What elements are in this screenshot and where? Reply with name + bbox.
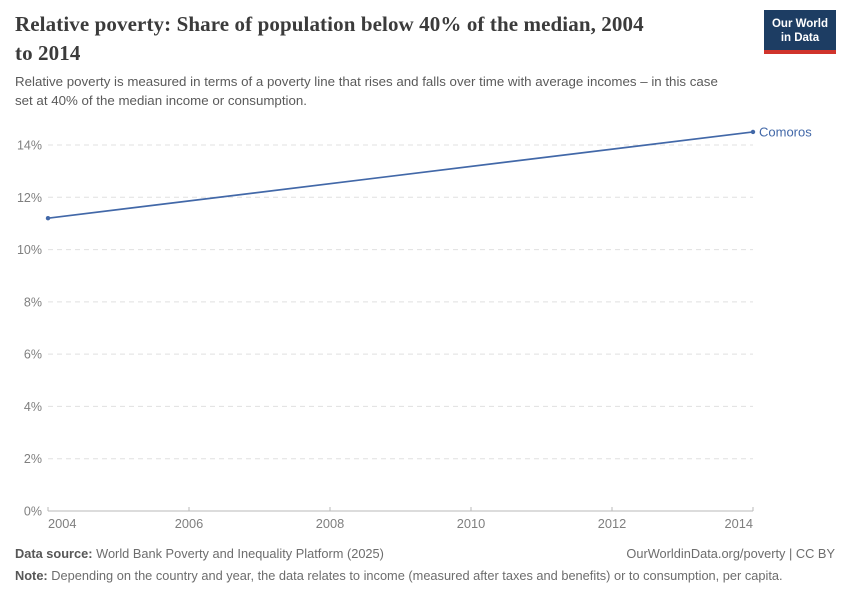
chart-svg: 0% 2% 4% 6% 8% 10% 12% 14% 2004 2006 2008 2010 2012 2…: [17, 124, 812, 531]
footer-note-row: Note: Depending on the country and year,…: [15, 568, 835, 583]
owid-logo[interactable]: Our World in Data: [763, 10, 836, 54]
y-axis-tick-label: 8%: [24, 295, 42, 309]
x-axis-tick-label: 2008: [316, 516, 344, 531]
y-axis-tick-label: 0%: [24, 505, 42, 519]
y-axis-tick-label: 2%: [24, 452, 42, 466]
note-value: Depending on the country and year, the d…: [51, 568, 783, 583]
series-line-comoros[interactable]: [47, 131, 754, 220]
y-axis-tick-label: 10%: [17, 243, 42, 257]
y-axis-tick-label: 12%: [17, 191, 42, 205]
x-axis-tick-label: 2010: [457, 516, 485, 531]
data-source-label: Data source:: [15, 546, 93, 561]
chart-subtitle: Relative poverty is measured in terms of…: [15, 74, 718, 108]
note-label: Note:: [15, 568, 48, 583]
x-axis-tick-label: 2004: [48, 516, 76, 531]
series-label[interactable]: Comoros: [759, 124, 812, 139]
data-source-text: Data source: World Bank Poverty and Ineq…: [15, 546, 384, 561]
y-axis-tick-label: 14%: [17, 139, 42, 153]
data-source-value: World Bank Poverty and Inequality Platfo…: [96, 546, 384, 561]
x-axis-tick-label: 2012: [598, 516, 626, 531]
footer-source-row: Data source: World Bank Poverty and Ineq…: [15, 546, 835, 561]
owid-logo-line1: Our World: [771, 18, 828, 30]
y-axis-tick-label: 4%: [24, 400, 42, 414]
series-end-point: [750, 129, 756, 135]
x-axis-tick-label: 2014: [725, 516, 753, 531]
owid-logo-line2: in Data: [780, 32, 820, 44]
credit-link[interactable]: OurWorldinData.org/poverty | CC BY: [626, 546, 835, 561]
y-axis-tick-label: 6%: [24, 348, 42, 362]
x-axis-tick-label: 2006: [175, 516, 203, 531]
page-title: Relative poverty: Share of population be…: [15, 12, 644, 65]
series-start-point: [45, 216, 51, 221]
